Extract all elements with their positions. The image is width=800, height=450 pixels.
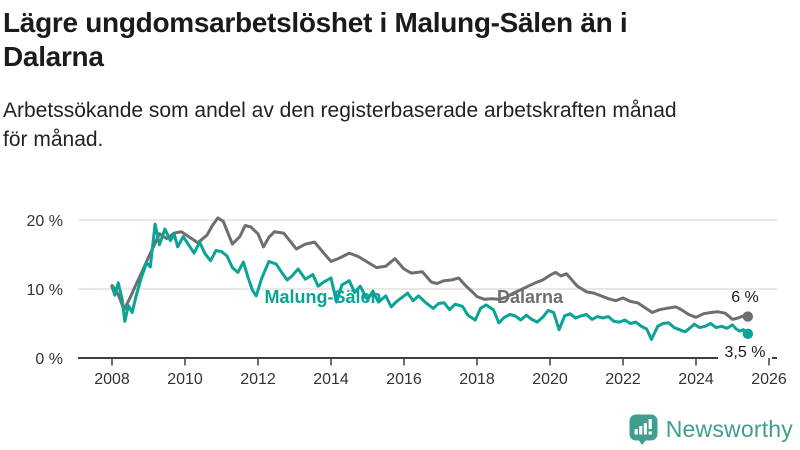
subtitle-line-2: för månad. <box>3 128 104 151</box>
end-label-backdrop <box>718 343 772 360</box>
subtitle-line-1: Arbetssökande som andel av den registerb… <box>3 99 677 122</box>
x-tick-label: 2022 <box>605 371 641 388</box>
x-tick-label: 2026 <box>751 371 787 388</box>
page-title: Lägre ungdomsarbetslöshet i Malung-Sälen… <box>3 6 793 74</box>
chart-header: Lägre ungdomsarbetslöshet i Malung-Sälen… <box>3 6 793 154</box>
chart-area: 2008 2010 2012 2014 2016 2018 2020 2022 2024 2026… <box>0 195 800 395</box>
newsworthy-logo[interactable]: Newsworthy <box>629 414 793 445</box>
unemployment-line-chart: 2008 2010 2012 2014 2016 2018 2020 2022 2024 2026… <box>27 213 787 388</box>
series-label-dalarna: Dalarna <box>497 287 564 307</box>
x-tick-label: 2008 <box>94 371 130 388</box>
end-value-label-malung-s-len: 3,5 % <box>725 344 766 361</box>
x-tick-label: 2020 <box>532 371 568 388</box>
x-tick-label: 2012 <box>240 371 276 388</box>
end-value-label-dalarna: 6 % <box>731 289 759 306</box>
x-tick-label: 2018 <box>459 371 495 388</box>
x-tick-label: 2024 <box>678 371 714 388</box>
bar-chart-bubble-icon <box>629 414 658 445</box>
page-subtitle: Arbetssökande som andel av den registerb… <box>3 96 793 154</box>
series-line-dalarna <box>110 216 750 321</box>
title-line-2: Dalarna <box>3 41 104 72</box>
x-tick-label: 2014 <box>313 371 349 388</box>
y-tick-label: 0 % <box>35 351 63 368</box>
newsworthy-wordmark: Newsworthy <box>665 416 793 442</box>
series-line-malung-s-len <box>110 222 750 341</box>
y-tick-label: 10 % <box>27 282 63 299</box>
y-tick-label: 20 % <box>27 213 63 230</box>
x-tick-label: 2010 <box>167 371 203 388</box>
x-tick-label: 2016 <box>386 371 422 388</box>
series-label-malung-s-len: Malung-Sälen <box>264 287 381 307</box>
title-line-1: Lägre ungdomsarbetslöshet i Malung-Sälen… <box>3 7 628 38</box>
series-end-dot-malung-s-len <box>742 328 754 340</box>
series-end-dot-dalarna <box>742 311 754 322</box>
